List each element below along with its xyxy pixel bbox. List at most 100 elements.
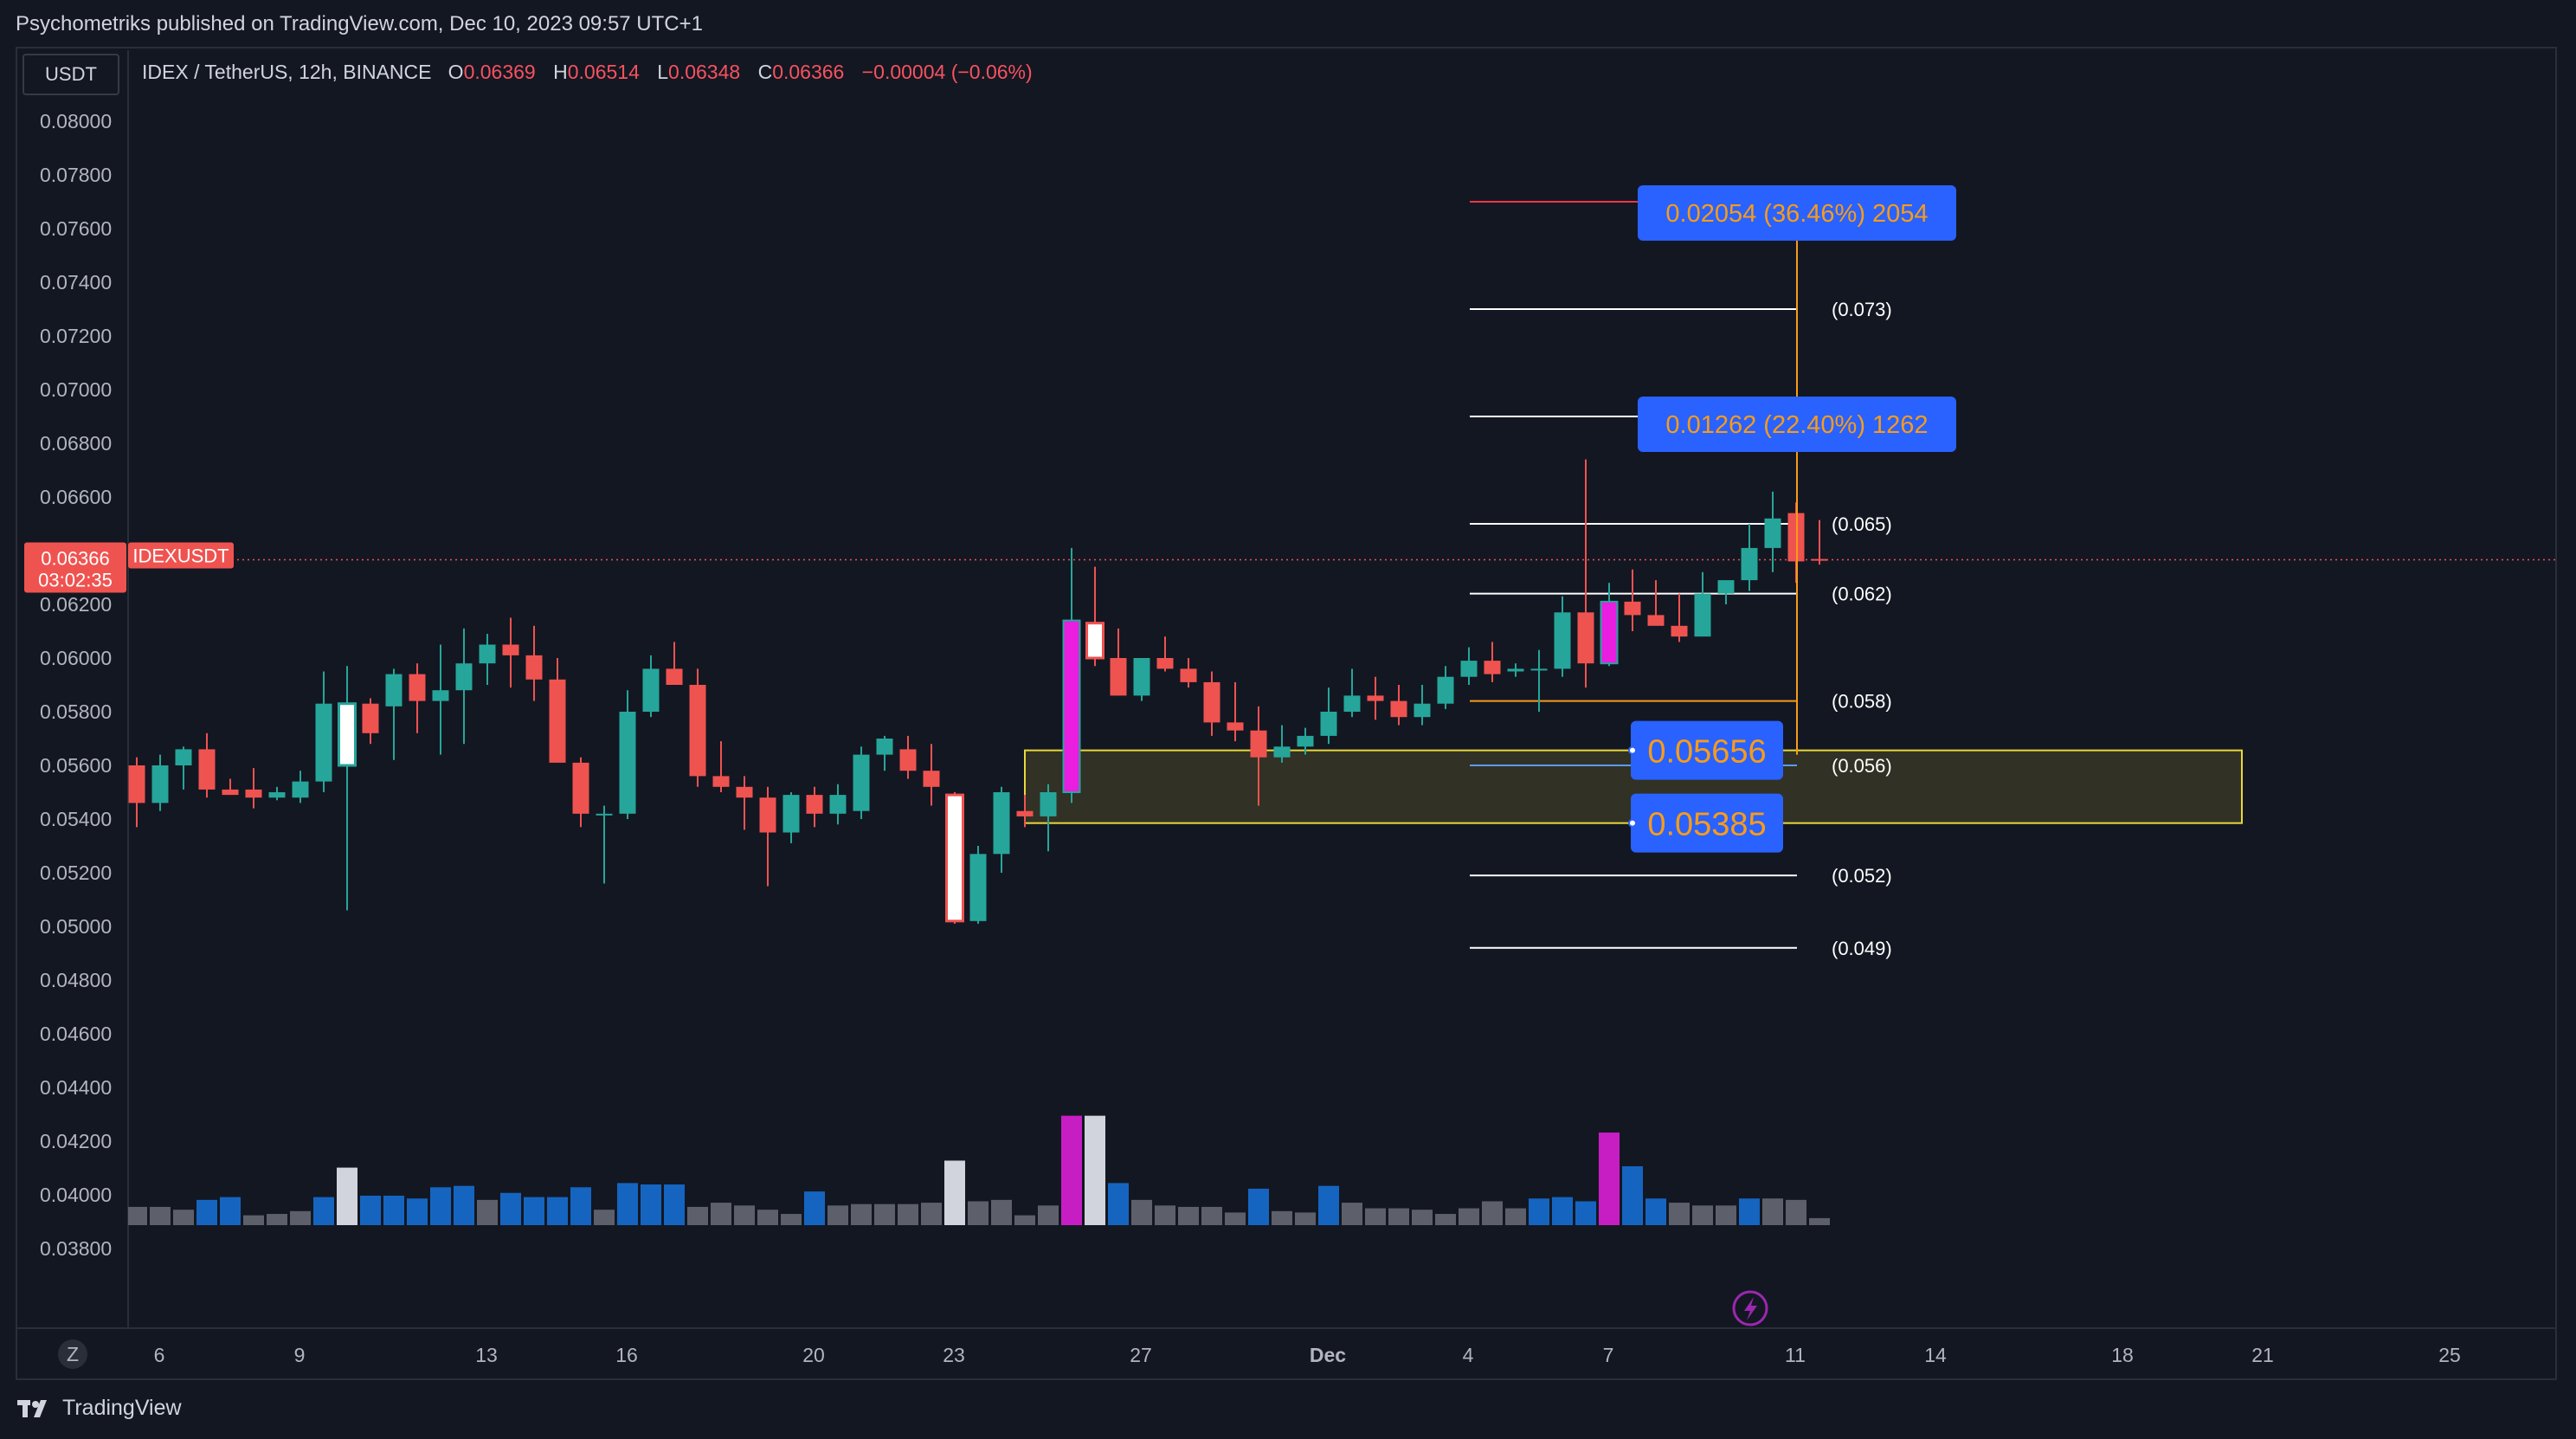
volume-bar [1645,1198,1666,1225]
price-tick-label: 0.04000 [40,1184,112,1206]
volume-bar [991,1199,1012,1225]
candle-body [1554,612,1571,669]
currency-badge[interactable]: USDT [23,54,119,95]
price-tick-label: 0.03800 [40,1237,112,1260]
high-label: H [553,61,568,83]
fib-level-label: (0.073) [1832,299,1892,320]
candle-body [1717,580,1735,594]
volume-bar [500,1192,521,1225]
candle-body [1437,676,1454,704]
lightning-icon [1732,1290,1768,1326]
candle-body [222,789,239,796]
tradingview-brand[interactable]: TradingView [17,1396,182,1421]
candle-body [945,793,964,923]
candle-body [525,655,543,680]
volume-bar [1272,1210,1292,1225]
time-tick-label: Dec [1310,1344,1346,1366]
candle-body [549,679,566,763]
volume-bar [1622,1165,1643,1225]
price-tick-label: 0.07200 [40,325,112,347]
publisher-line: Psychometriks published on TradingView.c… [16,12,703,35]
zone-anchor-dot [1628,818,1637,828]
volume-bar [781,1214,802,1225]
volume-bar [968,1201,989,1225]
candle-body [1297,735,1314,747]
symbol-label[interactable]: IDEX / TetherUS, 12h, BINANCE [142,61,432,83]
candle-body [1343,695,1361,712]
time-axis: 6 9 13 16 20 23 27 Dec 4 7 11 14 18 21 25 [154,1344,2461,1366]
target-label-box [1638,185,1956,241]
candle-body [1694,593,1711,637]
candle-body [151,765,169,803]
candle-body [1180,668,1197,682]
volume-bar [1155,1205,1175,1225]
volume-bar [1762,1198,1783,1225]
zone-label-box [1631,793,1783,853]
candle-body [1530,668,1548,671]
volume-bar [1225,1212,1246,1225]
candle-body [596,813,613,816]
volume-bar [594,1210,615,1225]
fib-level-label: (0.065) [1832,513,1892,535]
candle-body [782,795,800,833]
volume-bar [1014,1215,1035,1225]
candle-body [479,644,496,664]
candle-body [1764,518,1781,548]
volume-bar [1529,1198,1549,1225]
price-tick-label: 0.04800 [40,969,112,991]
volume-bar [383,1195,404,1225]
candle-body [1811,558,1828,561]
candle-body [1156,658,1174,669]
candle-body [619,712,636,814]
volume-bar [290,1210,311,1225]
target-label-box [1638,397,1956,452]
zone-labels: 0.05656 0.05385 [1628,720,1783,853]
candle-body [876,739,893,755]
candle-body [759,797,776,833]
time-tick-label: 16 [615,1344,638,1366]
candle-body [315,703,332,782]
time-tick-label: 18 [2111,1344,2134,1366]
volume-bar [1482,1201,1503,1225]
time-tick-label: 6 [154,1344,165,1366]
candle-body [1671,625,1688,637]
volume-bar [1505,1208,1526,1225]
volume-bar [1061,1115,1082,1225]
volume-bar [1365,1208,1386,1225]
volume-bar [337,1167,357,1225]
candle-body [899,749,917,771]
price-tick-label: 0.07600 [40,217,112,240]
low-label: L [657,61,669,83]
volume-bar [1435,1214,1456,1225]
price-tag-countdown: 03:02:35 [38,570,113,591]
volume-bar [150,1206,171,1225]
price-tick-label: 0.05200 [40,861,112,884]
z-button-circle [58,1339,87,1369]
volume-bar [1038,1205,1059,1225]
ohlc-legend: IDEX / TetherUS, 12h, BINANCE O0.06369 H… [142,61,1045,84]
candle-body [1390,700,1407,718]
price-tag-value: 0.06366 [41,548,110,570]
volume-bar [804,1191,825,1225]
time-tick-label: 20 [802,1344,825,1366]
price-tick-label: 0.07000 [40,378,112,401]
volume-bar [944,1160,965,1225]
volume-bar [874,1203,895,1225]
price-tick-label: 0.04400 [40,1076,112,1099]
candle-body [1203,681,1220,723]
zone-label-box [1631,720,1783,780]
volume-bar [851,1203,872,1225]
z-scale-button: Z [58,1339,87,1369]
volume-bar [711,1203,731,1225]
candle-body [385,674,402,707]
lightning-icon-ring [1732,1290,1768,1326]
volume-bar [1108,1183,1129,1225]
candle-body [268,792,286,798]
volume-bar [1248,1188,1269,1225]
volume-bar [1739,1198,1760,1225]
price-tick-label: 0.05800 [40,700,112,723]
volume-bar [1201,1206,1222,1225]
volume-bar [360,1195,381,1225]
price-tick-label: 0.06200 [40,593,112,616]
